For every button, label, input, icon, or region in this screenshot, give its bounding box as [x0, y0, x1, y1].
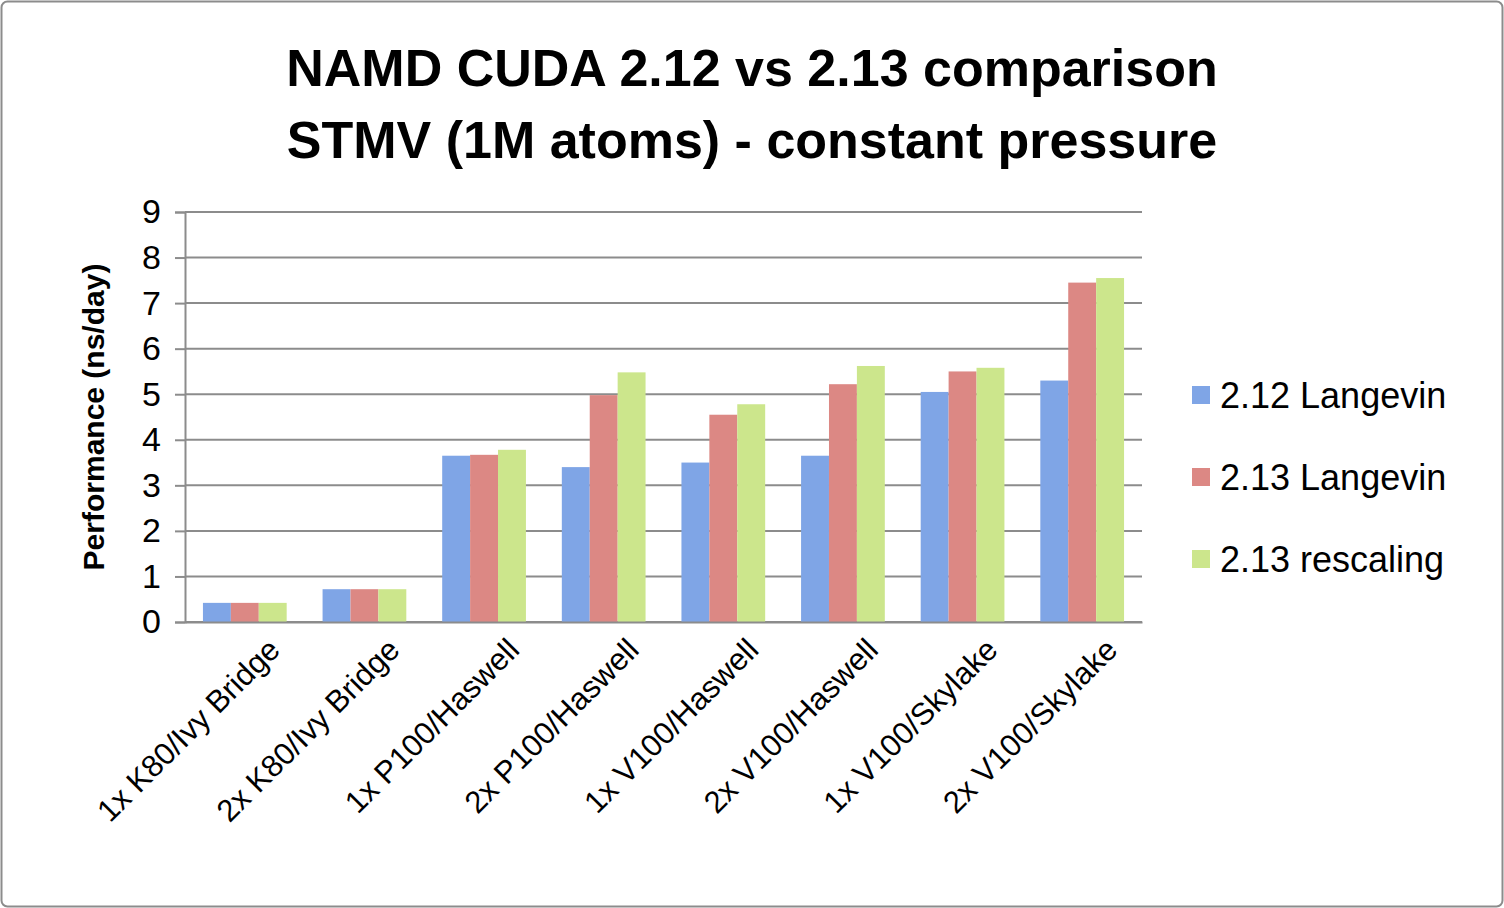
tick-mark: [175, 394, 185, 396]
bar: [829, 384, 857, 622]
bar: [921, 392, 949, 622]
chart: NAMD CUDA 2.12 vs 2.13 comparison STMV (1…: [0, 0, 1504, 908]
tick: 9: [142, 192, 185, 230]
tick-mark: [175, 348, 185, 350]
chart-title: NAMD CUDA 2.12 vs 2.13 comparison: [286, 39, 1217, 97]
tick: 7: [142, 283, 185, 321]
tick-mark: [175, 576, 185, 578]
tick-mark: [175, 303, 185, 305]
tick-label: 2: [142, 511, 161, 549]
bar: [737, 404, 765, 622]
bar: [259, 603, 287, 622]
bar: [618, 372, 646, 622]
bar: [562, 467, 590, 622]
bar: [498, 450, 526, 622]
tick-mark: [175, 622, 185, 624]
bar: [949, 371, 977, 622]
bar: [977, 368, 1005, 622]
legend-swatch: [1192, 550, 1210, 568]
tick-label: 4: [142, 420, 161, 458]
tick-mark: [175, 439, 185, 441]
bars: [203, 278, 1124, 622]
tick-label: 8: [142, 238, 161, 276]
bar: [1096, 278, 1124, 622]
grid-line: [185, 257, 1142, 259]
tick: 2x V100/Skylake: [936, 622, 1124, 820]
tick-label: 5: [142, 375, 161, 413]
tick: 4: [142, 420, 185, 458]
bar: [681, 463, 709, 622]
legend-swatch: [1192, 468, 1210, 486]
tick-mark: [175, 530, 185, 532]
chart-frame: [2, 2, 1503, 907]
bar: [709, 415, 737, 622]
axis-line: [186, 622, 1143, 624]
tick-label: 3: [142, 466, 161, 504]
bar: [590, 395, 618, 622]
bar: [323, 589, 351, 622]
tick: 3: [142, 466, 185, 504]
legend: 2.12 Langevin 2.13 Langevin 2.13 rescaling: [1192, 375, 1446, 580]
bar: [801, 456, 829, 622]
bar: [1068, 283, 1096, 622]
bar: [1040, 381, 1068, 622]
tick-label: 1: [142, 557, 161, 595]
axis-line: [175, 213, 186, 623]
tick: 0: [142, 602, 185, 640]
y-axis: 0 1 2 3 4 5 6 7 8 9: [142, 192, 185, 640]
legend-label: 2.12 Langevin: [1220, 375, 1446, 416]
tick-label: 9: [142, 192, 161, 230]
bar-series: [259, 278, 1124, 622]
tick-mark: [175, 485, 185, 487]
bar: [231, 603, 259, 622]
bar: [470, 455, 498, 622]
chart-title: STMV (1M atoms) - constant pressure: [287, 111, 1217, 169]
tick-mark: [175, 257, 185, 259]
tick-label: 6: [142, 329, 161, 367]
tick: 1: [142, 557, 185, 595]
bar-series: [231, 283, 1096, 622]
grid: [185, 212, 1142, 622]
tick-mark: [175, 212, 185, 214]
legend-label: 2.13 rescaling: [1220, 539, 1444, 580]
tick-label: 2x V100/Skylake: [936, 632, 1124, 820]
grid-line: [185, 211, 1142, 213]
tick: 5: [142, 375, 185, 413]
tick-label: 7: [142, 283, 161, 321]
grid-line: [185, 302, 1142, 304]
y-axis-title: Performance (ns/day): [77, 264, 110, 571]
bar: [442, 456, 470, 622]
bar: [350, 589, 378, 622]
x-axis: 1x K80/Ivy Bridge2x K80/Ivy Bridge1x P10…: [90, 622, 1142, 828]
bar: [378, 589, 406, 622]
legend-swatch: [1192, 386, 1210, 404]
tick: 2: [142, 511, 185, 549]
legend-label: 2.13 Langevin: [1220, 457, 1446, 498]
tick-label: 0: [142, 602, 161, 640]
tick: 6: [142, 329, 185, 367]
tick: 8: [142, 238, 185, 276]
bar: [857, 366, 885, 622]
grid-line: [185, 348, 1142, 350]
bar: [203, 603, 231, 622]
